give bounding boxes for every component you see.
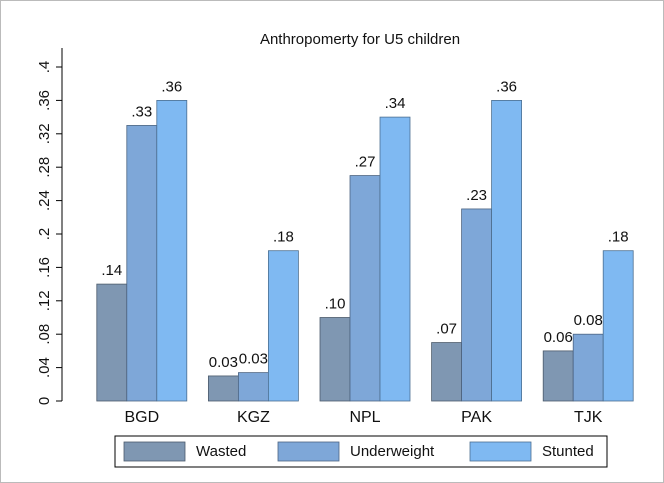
bar xyxy=(237,372,269,402)
value-label: .27 xyxy=(355,154,376,171)
value-label: .18 xyxy=(273,229,294,246)
value-label: .23 xyxy=(466,187,487,204)
x-tick-label: KGZ xyxy=(237,409,270,426)
bar xyxy=(349,175,381,402)
value-label: .14 xyxy=(101,262,122,279)
y-tick-label: .36 xyxy=(36,90,53,111)
x-tick-label: TJK xyxy=(574,409,603,426)
legend-swatch xyxy=(469,441,532,462)
y-tick-label: .28 xyxy=(36,157,53,178)
y-tick-label: .32 xyxy=(36,123,53,144)
y-tick-label: 0 xyxy=(36,397,53,405)
y-tick-label: .08 xyxy=(36,324,53,345)
bar xyxy=(96,283,128,402)
bar xyxy=(461,208,493,402)
value-label: .36 xyxy=(496,78,517,95)
legend-swatch xyxy=(277,441,340,462)
bar xyxy=(572,333,604,402)
value-label: .07 xyxy=(436,321,457,338)
value-label: .10 xyxy=(325,295,346,312)
value-label: .34 xyxy=(385,95,406,112)
x-tick-label: PAK xyxy=(461,409,492,426)
bar xyxy=(379,116,411,402)
value-label: 0.03 xyxy=(209,354,238,371)
bar xyxy=(126,125,158,402)
bar xyxy=(207,375,239,402)
y-tick-label: .24 xyxy=(36,190,53,211)
value-label: .36 xyxy=(161,78,182,95)
value-label: 0.03 xyxy=(239,351,268,368)
legend-label: Wasted xyxy=(196,443,246,460)
value-label: .33 xyxy=(131,103,152,120)
chart-title: Anthropomerty for U5 children xyxy=(260,31,460,48)
y-tick-label: .2 xyxy=(36,228,53,241)
x-tick-label: NPL xyxy=(349,409,380,426)
y-tick-label: .4 xyxy=(36,61,53,74)
value-label: .18 xyxy=(608,229,629,246)
bar xyxy=(156,100,188,402)
x-tick-label: BGD xyxy=(124,409,159,426)
bar xyxy=(542,350,574,402)
legend-swatch xyxy=(123,441,186,462)
value-label: 0.08 xyxy=(574,312,603,329)
y-tick-label: .16 xyxy=(36,257,53,278)
bar xyxy=(267,250,299,402)
y-tick-label: .12 xyxy=(36,290,53,311)
legend-label: Underweight xyxy=(350,443,435,460)
y-tick-label: .04 xyxy=(36,357,53,378)
legend-label: Stunted xyxy=(542,443,594,460)
bar xyxy=(602,250,634,402)
bar xyxy=(491,100,523,402)
bar xyxy=(319,317,351,402)
bar xyxy=(431,342,463,402)
value-label: 0.06 xyxy=(544,329,573,346)
